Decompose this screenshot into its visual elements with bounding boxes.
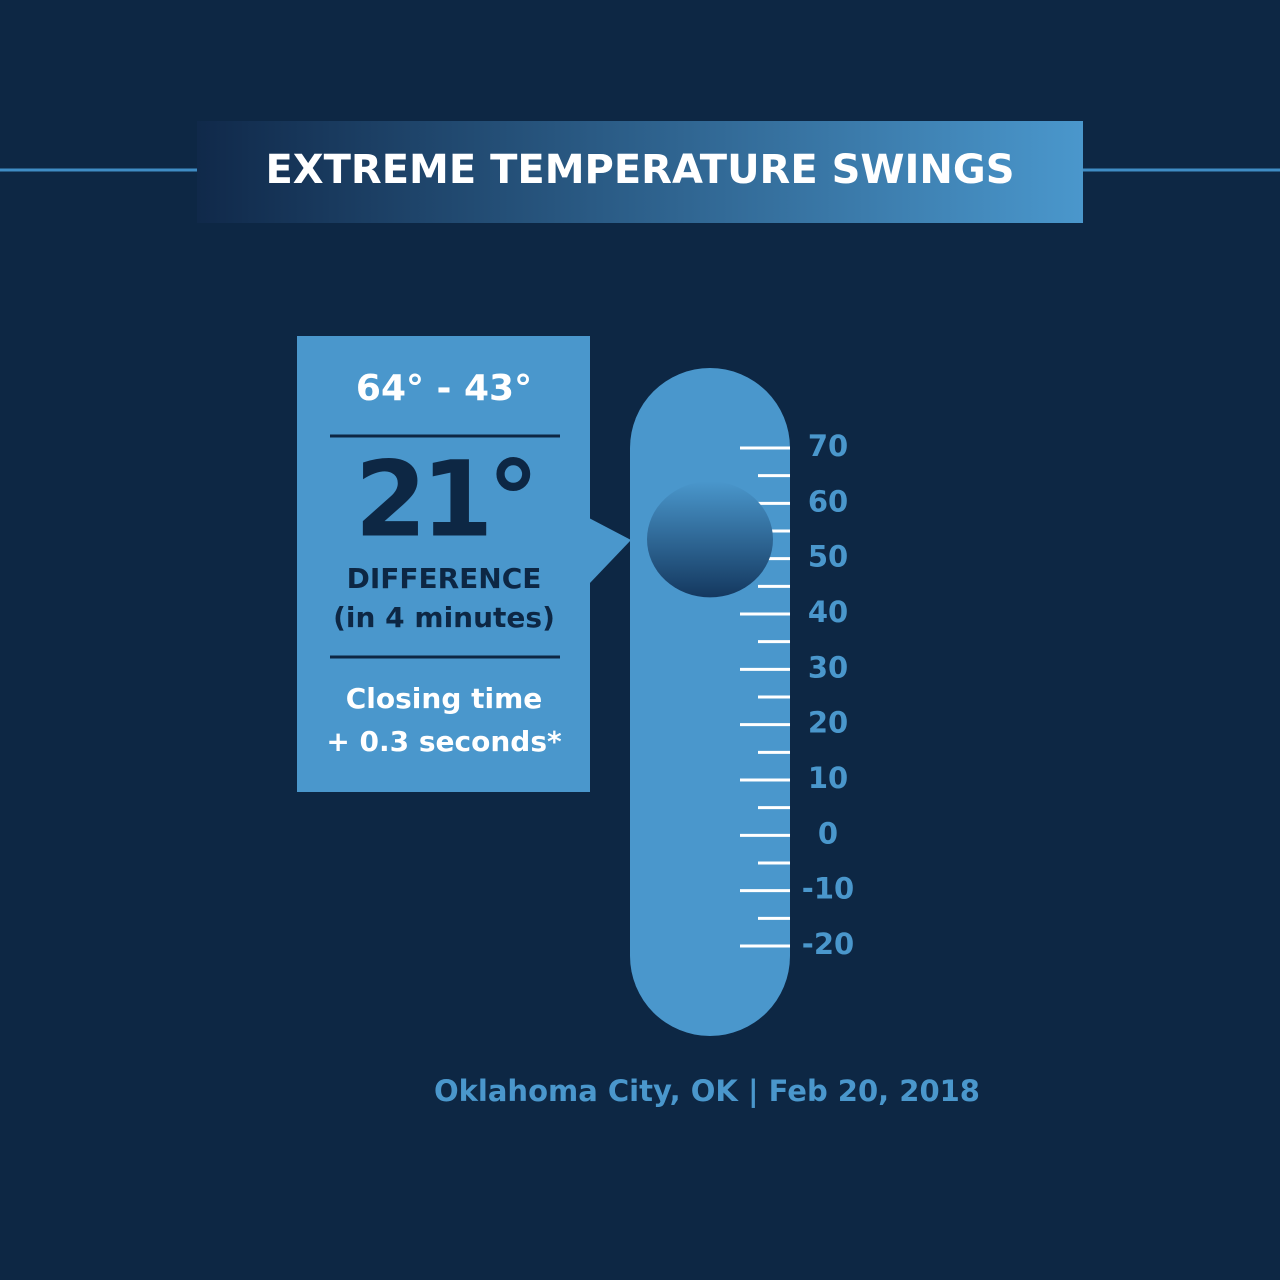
note-line: Closing time: [346, 682, 543, 715]
tick-label: 20: [808, 706, 848, 740]
tick-label: 60: [808, 484, 848, 518]
footer: Oklahoma City, OK | Feb 20, 2018: [434, 1074, 980, 1108]
tick-label: 10: [808, 761, 848, 795]
note-line: + 0.3 seconds*: [326, 725, 562, 758]
chart-title: EXTREME TEMPERATURE SWINGS: [265, 147, 1014, 193]
tick-label: -20: [802, 927, 854, 961]
tick-label: 50: [808, 540, 848, 574]
tick-label: 0: [818, 816, 838, 850]
difference: 21°: [355, 438, 534, 560]
temperature-range: [647, 481, 773, 598]
title-banner: [197, 121, 1083, 223]
duration: (in 4 minutes): [333, 601, 555, 634]
difference-label: DIFFERENCE: [347, 562, 542, 595]
callout-pointer: [589, 518, 631, 584]
thermometer-tube: [630, 368, 790, 1036]
tick-label: -10: [802, 872, 854, 906]
tick-label: 70: [808, 429, 848, 463]
callout-box: [297, 336, 590, 792]
tick-label: 30: [808, 650, 848, 684]
tick-label: 40: [808, 595, 848, 629]
scale: 70 60 50 40 30 20 10 0 -10 -20: [740, 429, 854, 961]
range-text: 64° - 43°: [356, 368, 532, 409]
